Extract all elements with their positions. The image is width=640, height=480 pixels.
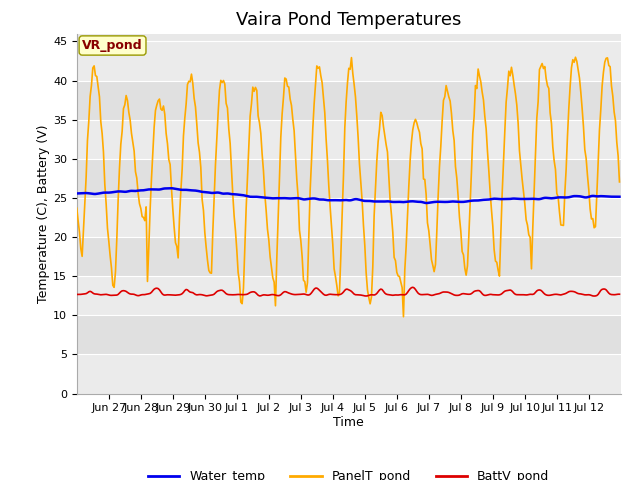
Bar — [77, 276, 621, 315]
X-axis label: Time: Time — [333, 416, 364, 429]
Bar — [77, 159, 621, 198]
Bar — [77, 81, 621, 120]
Text: VR_pond: VR_pond — [82, 39, 143, 52]
Bar — [77, 198, 621, 237]
Bar — [77, 237, 621, 276]
Bar — [77, 120, 621, 159]
Legend: Water_temp, PanelT_pond, BattV_pond: Water_temp, PanelT_pond, BattV_pond — [143, 465, 554, 480]
Y-axis label: Temperature (C), Battery (V): Temperature (C), Battery (V) — [37, 124, 50, 303]
Bar — [77, 354, 621, 394]
Bar — [77, 315, 621, 354]
Title: Vaira Pond Temperatures: Vaira Pond Temperatures — [236, 11, 461, 29]
Bar — [77, 41, 621, 81]
